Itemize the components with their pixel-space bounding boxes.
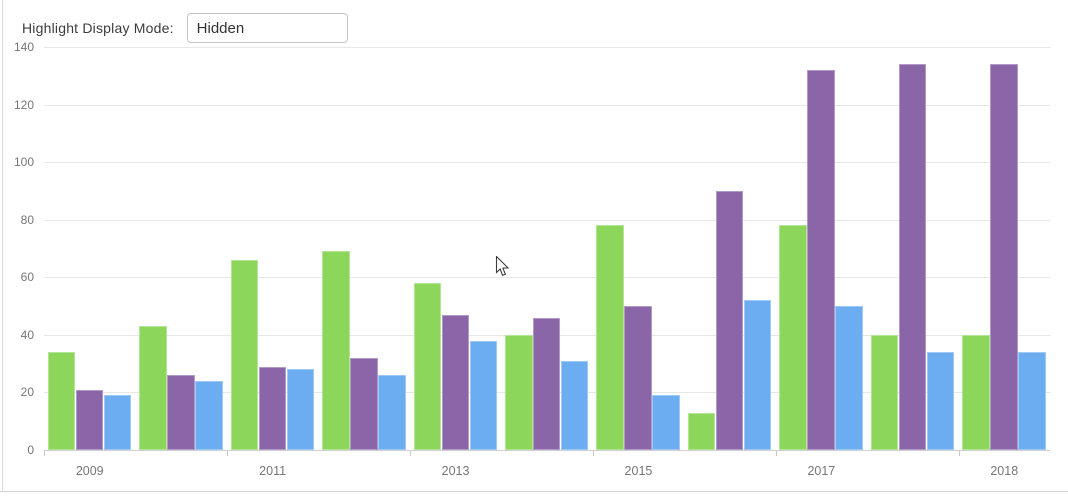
bar-series-1-green[interactable] <box>596 225 624 450</box>
grid-line <box>44 47 1050 48</box>
bar-series-3-blue[interactable] <box>560 360 589 450</box>
y-axis-label: 0 <box>27 443 34 457</box>
bar-series-2-purple[interactable] <box>258 366 287 450</box>
bar-series-2-purple[interactable] <box>807 70 835 450</box>
bar-series-2-purple[interactable] <box>533 317 561 450</box>
bar-series-1-green[interactable] <box>47 352 76 450</box>
bar-series-3-blue[interactable] <box>286 369 315 450</box>
y-axis-label: 120 <box>13 97 34 112</box>
x-axis-tick <box>226 451 228 456</box>
y-axis-label: 40 <box>20 327 34 342</box>
bar-series-1-green[interactable] <box>413 283 442 450</box>
x-axis-tick <box>775 451 777 456</box>
x-axis-tick <box>958 451 960 456</box>
bar-series-2-purple[interactable] <box>167 375 195 450</box>
x-axis-line <box>44 450 1050 451</box>
y-axis-label: 60 <box>20 270 34 285</box>
bar-series-2-purple[interactable] <box>350 357 378 450</box>
panel-bottom-divider <box>0 491 1068 492</box>
y-axis-label: 20 <box>20 385 34 400</box>
panel-left-border <box>2 0 3 490</box>
x-axis-label: 2009 <box>75 464 104 478</box>
x-axis-label: 2013 <box>441 464 470 478</box>
x-axis-label: 2017 <box>807 464 836 478</box>
bar-series-2-purple[interactable] <box>441 314 470 450</box>
x-axis-tick <box>44 451 45 456</box>
highlight-display-mode-control: Highlight Display Mode: <box>22 12 348 44</box>
bar-series-1-green[interactable] <box>779 225 807 450</box>
bar-series-3-blue[interactable] <box>652 395 680 450</box>
bar-series-3-blue[interactable] <box>103 395 132 450</box>
bar-series-1-green[interactable] <box>139 326 167 450</box>
highlight-display-mode-label: Highlight Display Mode: <box>22 20 174 36</box>
bar-series-3-blue[interactable] <box>835 306 863 450</box>
bar-series-1-green[interactable] <box>505 334 533 450</box>
bar-series-3-blue[interactable] <box>1018 352 1046 450</box>
bar-series-2-purple[interactable] <box>898 64 927 450</box>
bar-series-1-green[interactable] <box>230 260 259 450</box>
bar-series-3-blue[interactable] <box>378 375 406 450</box>
x-axis-label: 2018 <box>990 464 1019 478</box>
bar-series-1-green[interactable] <box>870 334 899 450</box>
bar-series-3-blue[interactable] <box>743 300 772 450</box>
y-axis-label: 80 <box>20 212 34 227</box>
bar-series-1-green[interactable] <box>962 334 990 450</box>
mouse-cursor <box>495 256 510 277</box>
bar-series-1-green[interactable] <box>322 251 350 450</box>
bar-series-2-purple[interactable] <box>990 64 1018 450</box>
bar-series-3-blue[interactable] <box>469 340 498 450</box>
x-axis-tick <box>592 451 594 456</box>
bar-series-3-blue[interactable] <box>195 380 223 450</box>
y-axis-label: 100 <box>13 155 34 170</box>
bar-series-1-green[interactable] <box>687 412 716 450</box>
highlight-display-mode-select[interactable] <box>186 13 348 43</box>
bar-series-2-purple[interactable] <box>75 389 104 450</box>
bar-series-3-blue[interactable] <box>926 352 955 450</box>
bar-series-2-purple[interactable] <box>715 190 744 450</box>
x-axis-label: 2011 <box>259 464 287 478</box>
x-axis-tick <box>409 451 411 456</box>
x-axis-label: 2015 <box>624 464 653 478</box>
bar-series-2-purple[interactable] <box>624 306 652 450</box>
